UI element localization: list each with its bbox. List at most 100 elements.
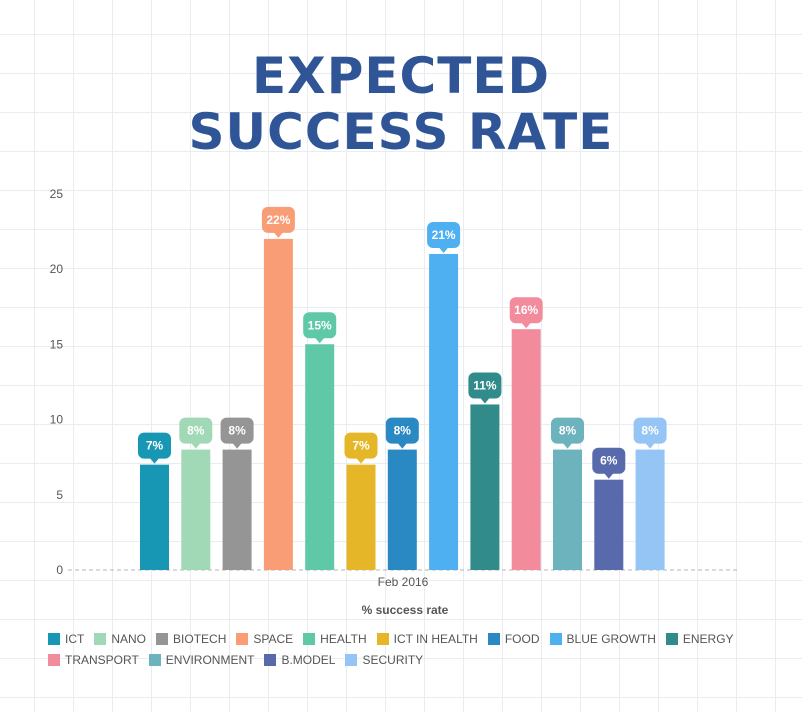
bar (181, 449, 211, 570)
legend-item[interactable]: TRANSPORT (48, 652, 139, 667)
data-label-bubble (633, 417, 667, 444)
legend-item[interactable]: SECURITY (345, 652, 423, 667)
data-label-pointer (479, 397, 490, 404)
legend-label: ENVIRONMENT (165, 652, 255, 667)
legend-label: ICT IN HEALTH (393, 631, 478, 646)
data-label-pointer (645, 442, 656, 449)
data-label-bubble (509, 297, 543, 324)
chart-legend: ICT NANO BIOTECH SPACE HEALTH ICT IN HEALTH FO… (48, 631, 768, 667)
data-label-pointer (149, 457, 160, 464)
data-label-bubble (592, 447, 626, 474)
legend-swatch (236, 632, 249, 645)
data-label-pointer (190, 442, 201, 449)
legend-item[interactable]: B.MODEL (264, 652, 335, 667)
legend-swatch (48, 653, 60, 666)
bar (429, 253, 459, 570)
data-label: 8% (228, 424, 246, 438)
data-label-pointer (273, 231, 284, 238)
legend-item[interactable]: ICT IN HEALTH (376, 631, 478, 646)
legend-swatch (345, 653, 358, 666)
legend-item[interactable]: BIOTECH (156, 631, 226, 646)
bar (387, 449, 417, 570)
legend-label: ICT (65, 631, 85, 646)
data-label: 11% (473, 378, 497, 392)
y-tick-label: 20 (50, 262, 64, 276)
bar (346, 464, 376, 570)
bar (222, 449, 252, 570)
y-tick-label: 25 (50, 187, 64, 201)
data-label-pointer (314, 337, 325, 344)
bar (635, 449, 665, 570)
data-label-bubble (220, 417, 254, 444)
legend-label: ENERGY (682, 631, 734, 646)
data-label: 22% (266, 213, 290, 227)
legend-label: FOOD (504, 631, 540, 646)
legend-item[interactable]: SPACE (236, 631, 293, 646)
data-label-bubble (261, 206, 295, 233)
bar (594, 479, 624, 570)
data-label-pointer (521, 322, 532, 329)
data-label: 8% (394, 424, 412, 438)
legend-swatch (487, 632, 500, 645)
legend-swatch (665, 632, 678, 645)
data-label-bubble (551, 417, 584, 444)
legend-label: NANO (111, 631, 147, 646)
data-label-pointer (356, 457, 366, 464)
data-label-bubble (468, 372, 502, 399)
y-tick-label: 5 (56, 488, 63, 502)
legend-swatch (303, 632, 316, 645)
legend-label: HEALTH (320, 631, 367, 646)
y-tick-label: 15 (50, 337, 64, 351)
data-label: 8% (187, 424, 205, 438)
bar (470, 404, 500, 570)
legend-label: BLUE GROWTH (566, 631, 656, 646)
legend-item[interactable]: BLUE GROWTH (549, 631, 656, 646)
legend-item[interactable]: FOOD (487, 631, 540, 646)
data-label-pointer (232, 442, 243, 449)
y-tick-label: 0 (56, 563, 63, 577)
legend-label: TRANSPORT (65, 652, 139, 667)
bar (305, 344, 335, 570)
legend-item[interactable]: ENVIRONMENT (148, 652, 255, 667)
legend-swatch (376, 632, 389, 645)
data-label-pointer (438, 246, 449, 253)
legend-label: SECURITY (362, 652, 424, 667)
data-label-bubble (427, 221, 461, 248)
bar (263, 238, 293, 570)
legend-item[interactable]: ENERGY (665, 631, 734, 646)
legend-label: BIOTECH (173, 631, 227, 646)
legend-label: B.MODEL (281, 652, 336, 667)
data-label-pointer (562, 442, 573, 449)
legend-swatch (156, 632, 169, 645)
bar (140, 464, 169, 570)
data-label-bubble (303, 312, 337, 339)
legend-swatch (94, 632, 107, 645)
legend-item[interactable]: HEALTH (303, 631, 367, 646)
data-label-bubble (344, 432, 378, 459)
data-label-bubble (179, 417, 213, 444)
legend-swatch (48, 632, 60, 645)
chart-title-line2: SUCCESS RATE (188, 103, 614, 161)
y-tick-label: 10 (50, 413, 64, 427)
legend-item[interactable]: NANO (94, 631, 146, 646)
bar (553, 449, 582, 570)
chart-title-line1: EXPECTED (252, 47, 550, 105)
x-category-label: Feb 2016 (378, 575, 429, 589)
legend-item[interactable]: ICT (48, 631, 84, 646)
legend-swatch (264, 653, 277, 666)
data-label: 8% (559, 424, 577, 438)
data-label-bubble (385, 417, 419, 444)
data-label: 8% (641, 424, 659, 438)
legend-swatch (148, 653, 161, 666)
data-label-pointer (397, 442, 408, 449)
data-label: 7% (146, 439, 164, 453)
data-label: 7% (352, 439, 370, 453)
data-label: 6% (600, 454, 618, 468)
x-axis-title: % success rate (362, 603, 449, 617)
data-label: 21% (432, 228, 456, 242)
data-label-pointer (603, 472, 614, 479)
legend-label: SPACE (253, 631, 294, 646)
data-label: 16% (514, 303, 538, 317)
chart-title: EXPECTED SUCCESS RATE (0, 48, 802, 160)
